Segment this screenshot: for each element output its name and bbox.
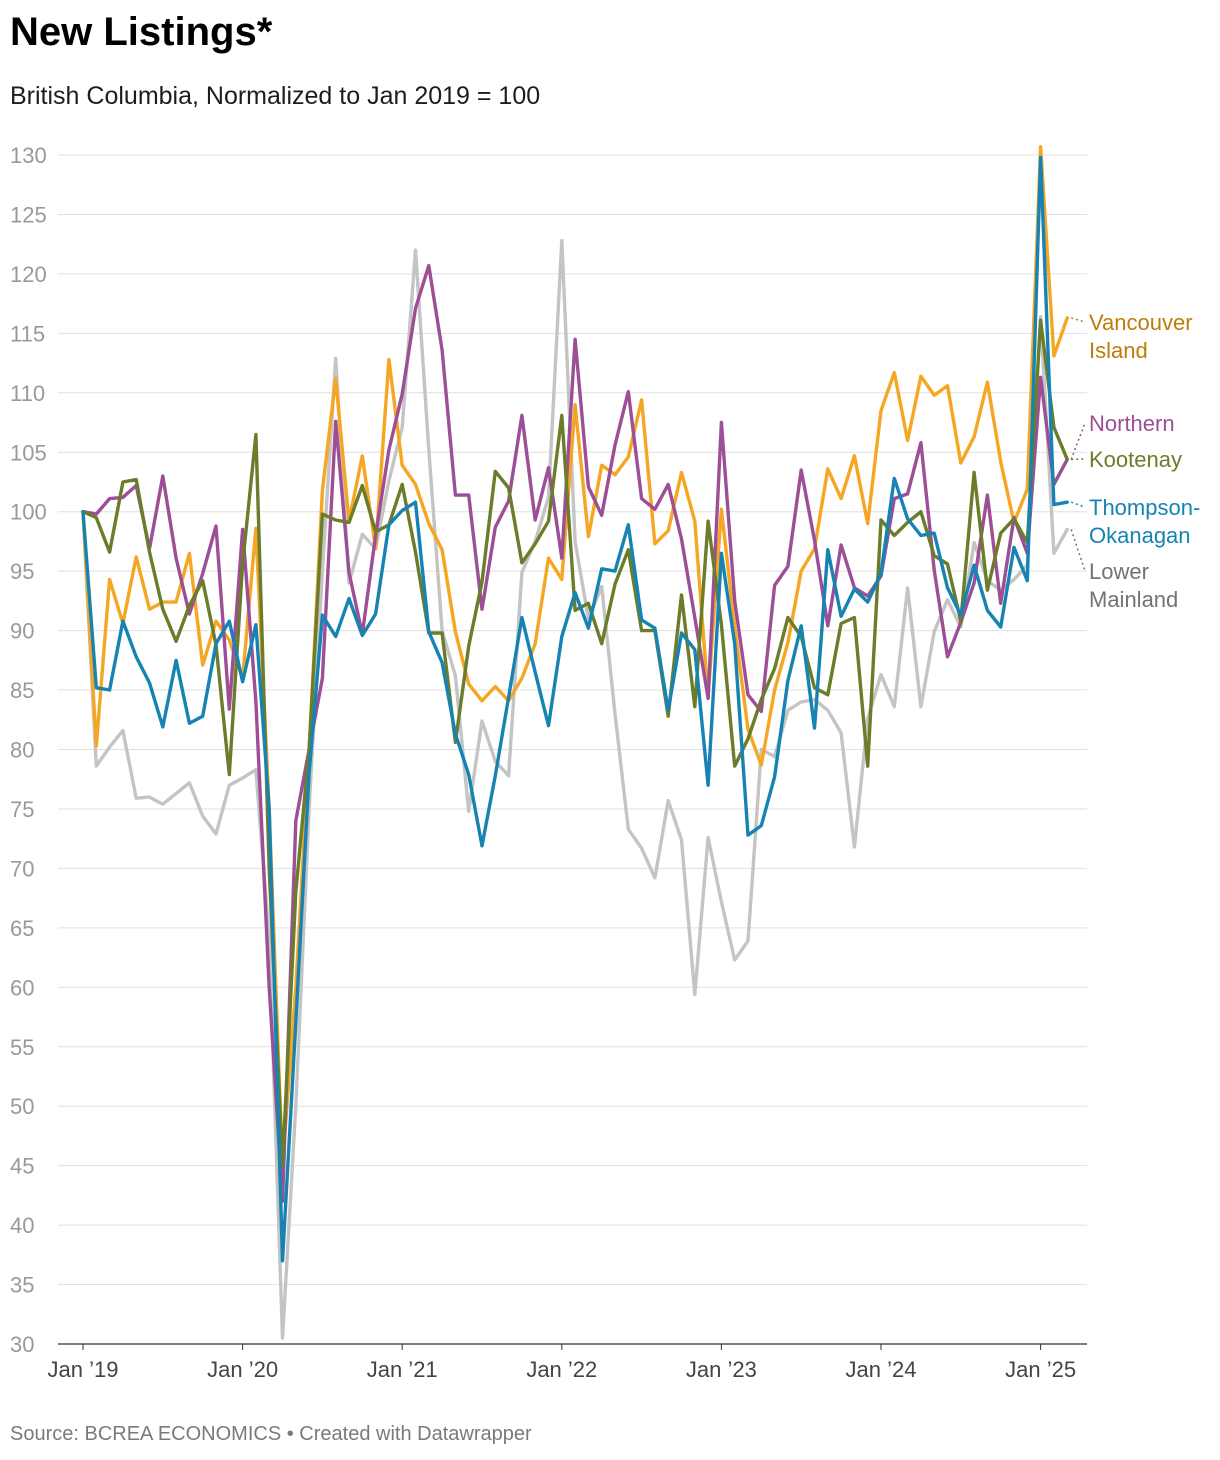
series-line-northern (81, 263, 1069, 1204)
series-line-vancouver-island (81, 144, 1069, 1168)
y-tick-label: 35 (10, 1273, 34, 1298)
y-tick-label: 115 (10, 321, 45, 346)
y-axis: 30 35 40 45 50 55 60 65 70 75 80 85 90 95 100 105 110 115… (10, 143, 47, 1357)
y-tick-label: 55 (10, 1035, 34, 1060)
y-tick-label: 90 (10, 619, 34, 644)
series-line-thompson-okanagan (81, 155, 1069, 1263)
series-label-connector (1070, 501, 1086, 508)
y-tick-label: 110 (10, 381, 45, 406)
chart-subtitle: British Columbia, Normalized to Jan 2019… (10, 82, 541, 110)
series-label-thompson-okanagan: Okanagan (1089, 523, 1191, 548)
chart-title: New Listings* (10, 10, 273, 54)
series-line-kootenay (81, 318, 1069, 1168)
y-tick-label: 105 (10, 440, 47, 465)
y-tick-label: 30 (10, 1332, 34, 1357)
series-line-lower-mainland (81, 238, 1069, 1340)
series-label-lower-mainland: Lower (1089, 559, 1149, 584)
series-label-lower-mainland: Mainland (1089, 587, 1178, 612)
x-tick-label: Jan ’21 (367, 1357, 438, 1382)
y-tick-label: 120 (10, 262, 47, 287)
series-label-connector (1070, 317, 1086, 323)
y-tick-label: 85 (10, 678, 34, 703)
x-tick-label: Jan ’24 (846, 1357, 917, 1382)
y-tick-label: 40 (10, 1213, 34, 1238)
y-tick-label: 80 (10, 738, 34, 763)
y-tick-label: 50 (10, 1094, 34, 1119)
series-label-connector (1070, 422, 1086, 460)
series-labels: Lower Mainland Vancouver Island Northern Koot… (1070, 310, 1200, 612)
chart-source-footer: Source: BCREA ECONOMICS • Created with D… (10, 1423, 532, 1445)
x-tick-label: Jan ’23 (686, 1357, 757, 1382)
y-tick-label: 45 (10, 1154, 34, 1179)
y-tick-label: 100 (10, 500, 47, 525)
x-tick-label: Jan ’25 (1005, 1357, 1076, 1382)
y-tick-label: 70 (10, 856, 34, 881)
y-tick-label: 125 (10, 202, 47, 227)
series-label-kootenay: Kootenay (1089, 447, 1182, 472)
y-tick-label: 130 (10, 143, 47, 168)
y-tick-label: 75 (10, 797, 34, 822)
series-label-vancouver-island: Vancouver (1089, 310, 1193, 335)
y-tick-label: 60 (10, 975, 34, 1000)
y-tick-label: 95 (10, 559, 34, 584)
y-tick-label: 65 (10, 916, 34, 941)
x-tick-label: Jan ’22 (526, 1357, 597, 1382)
x-tick-label: Jan ’20 (207, 1357, 278, 1382)
grid-layer (58, 154, 1087, 1345)
series-label-thompson-okanagan: Thompson- (1089, 495, 1200, 520)
x-axis: Jan ’19 Jan ’20 Jan ’21 Jan ’22 Jan ’23 Jan ’… (48, 1344, 1076, 1382)
series-label-vancouver-island: Island (1089, 338, 1148, 363)
x-tick-label: Jan ’19 (48, 1357, 119, 1382)
series-label-connector (1070, 529, 1086, 572)
series-label-northern: Northern (1089, 411, 1175, 436)
series-layer (81, 144, 1069, 1340)
